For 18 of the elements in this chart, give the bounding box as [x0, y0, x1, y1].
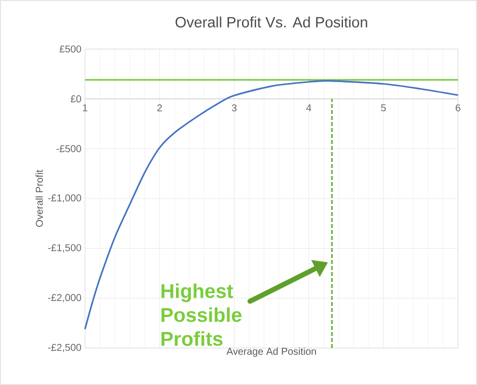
- x-tick-label: 6: [456, 104, 460, 112]
- line-series: [84, 80, 459, 330]
- x-tick-label: 2: [157, 104, 162, 112]
- y-axis-title: Overall Profit: [36, 170, 43, 227]
- y-tick-label: -£1,500: [48, 244, 82, 252]
- y-tick-label: -£500: [56, 145, 82, 152]
- y-tick-label: £0: [70, 95, 82, 102]
- chart-title: Overall Profit Vs. Ad Position: [176, 16, 368, 28]
- y-tick-label: £500: [60, 45, 82, 53]
- annotation: Highest Possible Profits: [162, 283, 242, 346]
- x-tick-label: 3: [232, 104, 237, 112]
- x-tick-label: 5: [381, 104, 386, 112]
- y-tick-label: -£2,000: [48, 294, 82, 302]
- x-tick-label: 1: [83, 104, 88, 112]
- x-axis-title: Average Ad Position: [226, 348, 316, 357]
- x-tick-label: 4: [306, 104, 312, 112]
- y-tick-label: -£1,000: [48, 194, 82, 203]
- y-tick-label: -£2,500: [48, 344, 82, 352]
